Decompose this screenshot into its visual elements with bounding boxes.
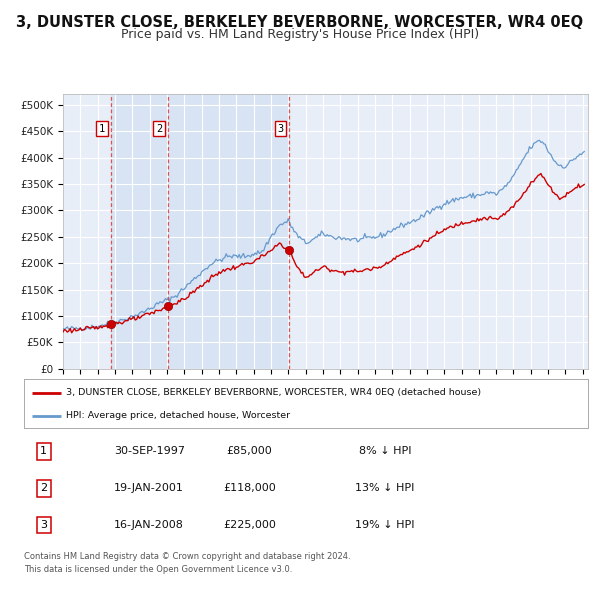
Text: 16-JAN-2008: 16-JAN-2008 [114, 520, 184, 530]
Text: 1: 1 [99, 124, 105, 134]
Text: 1: 1 [40, 447, 47, 457]
Text: 3, DUNSTER CLOSE, BERKELEY BEVERBORNE, WORCESTER, WR4 0EQ (detached house): 3, DUNSTER CLOSE, BERKELEY BEVERBORNE, W… [66, 388, 481, 398]
Text: HPI: Average price, detached house, Worcester: HPI: Average price, detached house, Worc… [66, 411, 290, 420]
Text: 2: 2 [40, 483, 47, 493]
Text: 30-SEP-1997: 30-SEP-1997 [114, 447, 185, 457]
Text: 3: 3 [40, 520, 47, 530]
Text: Price paid vs. HM Land Registry's House Price Index (HPI): Price paid vs. HM Land Registry's House … [121, 28, 479, 41]
Text: 8% ↓ HPI: 8% ↓ HPI [359, 447, 411, 457]
Text: 19% ↓ HPI: 19% ↓ HPI [355, 520, 415, 530]
Text: £118,000: £118,000 [223, 483, 276, 493]
Text: 2: 2 [156, 124, 162, 134]
Text: £85,000: £85,000 [227, 447, 272, 457]
Bar [110, 94, 168, 369]
Text: 3: 3 [277, 124, 284, 134]
Text: 3, DUNSTER CLOSE, BERKELEY BEVERBORNE, WORCESTER, WR4 0EQ: 3, DUNSTER CLOSE, BERKELEY BEVERBORNE, W… [16, 15, 584, 30]
Text: 13% ↓ HPI: 13% ↓ HPI [355, 483, 415, 493]
Text: 19-JAN-2001: 19-JAN-2001 [114, 483, 184, 493]
Text: Contains HM Land Registry data © Crown copyright and database right 2024.
This d: Contains HM Land Registry data © Crown c… [24, 552, 350, 574]
Bar [168, 94, 289, 369]
Text: £225,000: £225,000 [223, 520, 276, 530]
